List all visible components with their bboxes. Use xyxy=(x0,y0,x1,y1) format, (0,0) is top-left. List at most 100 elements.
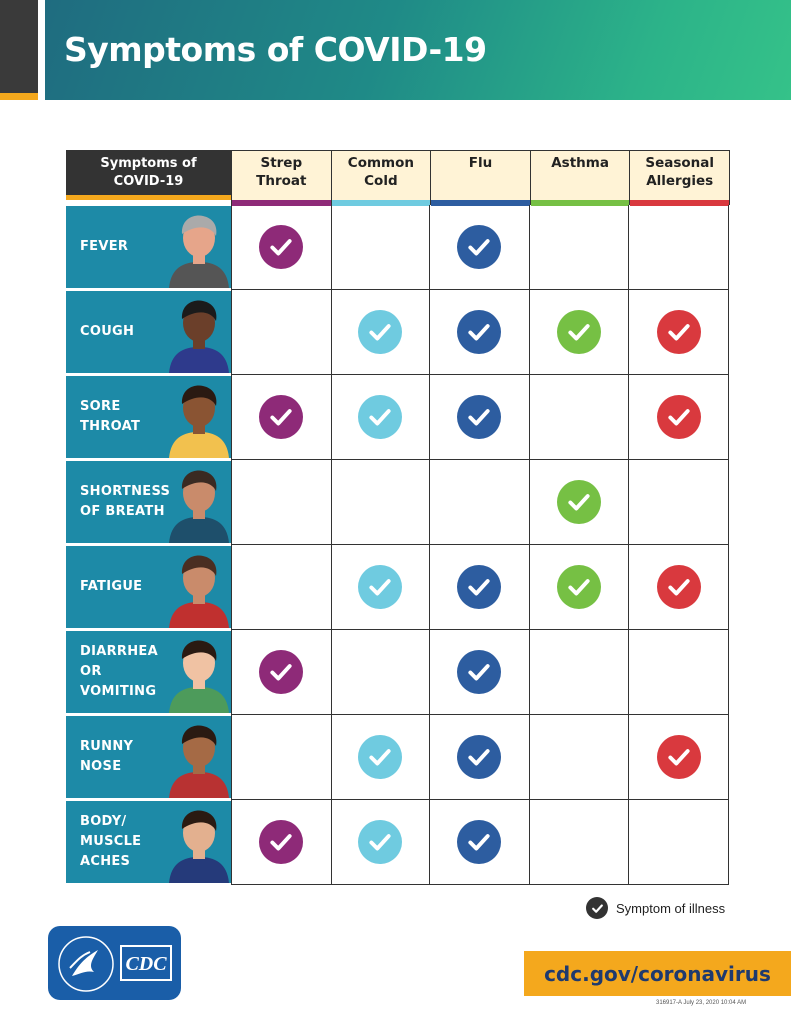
column-header-line: Common xyxy=(347,155,414,171)
symptom-name-line: FATIGUE xyxy=(80,579,143,594)
table-cell xyxy=(231,800,332,885)
column-header-line: Flu xyxy=(468,155,493,171)
column-color-stripe xyxy=(331,200,431,206)
page-title: Symptoms of COVID-19 xyxy=(64,30,487,69)
symptom-name-line: DIARRHEA xyxy=(80,644,158,659)
person-coughing-icon xyxy=(169,300,229,373)
table-cell xyxy=(430,375,530,460)
check-icon xyxy=(457,310,502,354)
table-cell xyxy=(330,800,431,885)
check-icon xyxy=(457,735,502,779)
check-icon xyxy=(557,565,602,609)
legend: Symptom of illness xyxy=(586,897,725,919)
column-header: Asthma xyxy=(529,150,631,206)
person-body-aches-icon xyxy=(169,810,229,883)
column-header-line: Asthma xyxy=(551,155,609,171)
column-header-line: Strep xyxy=(260,155,303,171)
table-cell xyxy=(629,630,729,715)
check-icon xyxy=(357,820,402,864)
column-header: Strep Throat xyxy=(231,150,332,206)
row-header-cell: Symptoms of COVID-19 xyxy=(66,150,231,200)
table-cell xyxy=(231,290,332,375)
table-cell xyxy=(330,545,431,630)
symptom-name: RUNNY NOSE xyxy=(80,716,180,798)
symptom-name: FEVER xyxy=(80,206,180,288)
table-cell xyxy=(529,290,630,375)
symptom-name-line: MUSCLE xyxy=(80,834,142,849)
table-cell xyxy=(629,290,729,375)
table-cell xyxy=(529,545,630,630)
symptom-name-line: SHORTNESS xyxy=(80,484,171,499)
table-cell xyxy=(430,205,530,290)
person-short-breath-icon xyxy=(169,470,229,543)
table-cell xyxy=(430,800,530,885)
cdc-logo-icon xyxy=(120,945,172,981)
table-cell xyxy=(529,460,630,545)
table-cell xyxy=(231,545,332,630)
legend-check-icon xyxy=(586,897,608,919)
check-icon xyxy=(656,395,701,439)
table-cell xyxy=(330,375,431,460)
column-header-line: Seasonal xyxy=(645,155,715,171)
symptom-name: COUGH xyxy=(80,291,180,373)
document-code: 316917-A July 23, 2020 10:04 AM xyxy=(656,1000,747,1006)
person-with-toilet-icon xyxy=(169,640,229,713)
cdc-url-link[interactable]: cdc.gov/coronavirus xyxy=(524,951,791,996)
symptom-name: SHORTNESS OF BREATH xyxy=(80,461,180,543)
check-icon xyxy=(656,565,701,609)
table-cell xyxy=(330,205,431,290)
symptom-name-line: BODY/ xyxy=(80,814,127,829)
table-cell xyxy=(529,800,630,885)
table-cell xyxy=(629,460,729,545)
table-cell xyxy=(629,545,729,630)
column-color-stripe xyxy=(530,200,630,206)
check-icon xyxy=(457,225,502,269)
symptom-name: BODY/MUSCLE ACHES xyxy=(80,801,180,883)
check-icon xyxy=(259,820,304,864)
hhs-seal-icon xyxy=(58,936,114,992)
symptom-row-label: SORE THROAT xyxy=(66,376,231,458)
symptom-row-label: DIARRHEA OR VOMITING xyxy=(66,631,231,713)
symptom-row-label: FATIGUE xyxy=(66,546,231,628)
person-fatigued-icon xyxy=(169,555,229,628)
cdc-logo-text: CDC xyxy=(125,953,167,975)
table-cell xyxy=(529,205,630,290)
table-cell xyxy=(529,630,630,715)
column-color-stripe xyxy=(630,200,729,206)
check-icon xyxy=(357,565,402,609)
symptom-name-line: NOSE xyxy=(80,759,122,774)
column-color-stripe xyxy=(232,200,331,206)
column-header-line: Allergies xyxy=(646,173,714,189)
symptom-name-line: OF BREATH xyxy=(80,504,165,519)
title-banner xyxy=(45,0,791,100)
header-side-block xyxy=(0,0,38,93)
table-cell xyxy=(231,375,332,460)
check-icon xyxy=(656,735,701,779)
table-cell xyxy=(529,715,630,800)
column-header-line: Cold xyxy=(364,173,398,189)
column-header: Flu xyxy=(430,150,531,206)
symptom-name-line: SORE xyxy=(80,399,121,414)
symptom-name-line: FEVER xyxy=(80,239,129,254)
symptom-row-label: BODY/MUSCLE ACHES xyxy=(66,801,231,883)
table-cell xyxy=(629,715,729,800)
table-cell xyxy=(430,630,530,715)
check-icon xyxy=(259,225,304,269)
table-cell xyxy=(430,545,530,630)
symptom-row-label: RUNNY NOSE xyxy=(66,716,231,798)
table-cell xyxy=(430,460,530,545)
symptom-name-line: VOMITING xyxy=(80,684,157,699)
column-color-stripe xyxy=(431,200,530,206)
column-header: Seasonal Allergies xyxy=(629,150,730,206)
row-header-line: COVID-19 xyxy=(113,173,184,189)
symptom-name: FATIGUE xyxy=(80,546,180,628)
person-with-thermometer-icon xyxy=(169,215,229,288)
symptom-row-label: SHORTNESS OF BREATH xyxy=(66,461,231,543)
legend-label: Symptom of illness xyxy=(616,900,726,916)
row-header-line: Symptoms of xyxy=(100,155,197,171)
column-header-line: Throat xyxy=(256,173,307,189)
symptom-name-line: RUNNY xyxy=(80,739,134,754)
person-runny-nose-icon xyxy=(169,725,229,798)
check-icon xyxy=(259,650,304,694)
table-cell xyxy=(330,715,431,800)
